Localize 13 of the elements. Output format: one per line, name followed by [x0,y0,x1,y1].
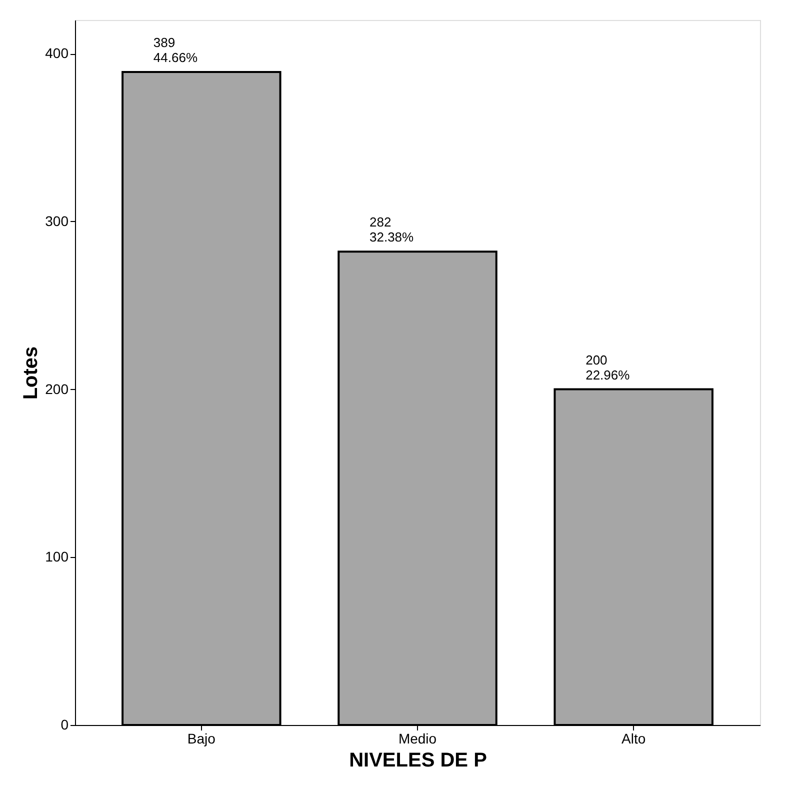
data-label: 200 22.96% [586,352,630,382]
x-tick-label: Alto [622,730,646,746]
y-tick-label: 200 [45,380,69,397]
y-tick-label: 300 [45,212,69,229]
y-tick-label: 400 [45,45,69,62]
y-tick-label: 100 [45,548,69,565]
y-tick-label: 0 [60,716,69,732]
y-axis-title: Lotes [20,346,42,400]
x-axis-title: NIVELES DE P [349,750,487,772]
data-label: 282 32.38% [370,214,414,245]
data-label: 389 44.66% [153,35,198,66]
x-tick-label: Bajo [187,730,216,746]
x-tick-label: Medio [398,730,437,746]
